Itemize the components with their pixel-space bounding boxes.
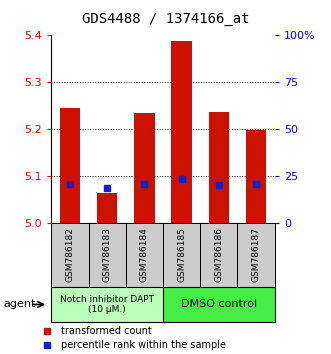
- Text: GSM786184: GSM786184: [140, 227, 149, 282]
- Text: GSM786182: GSM786182: [66, 227, 74, 282]
- Bar: [237, 223, 275, 287]
- Bar: [126, 223, 163, 287]
- Bar: [200, 223, 237, 287]
- Bar: [134, 113, 155, 223]
- Bar: [60, 108, 80, 223]
- Bar: [51, 287, 163, 322]
- Text: GDS4488 / 1374166_at: GDS4488 / 1374166_at: [82, 12, 249, 27]
- Bar: [51, 223, 88, 287]
- Text: GSM786185: GSM786185: [177, 227, 186, 282]
- Text: transformed count: transformed count: [62, 326, 152, 336]
- Text: agent: agent: [3, 299, 36, 309]
- Bar: [163, 287, 275, 322]
- Bar: [209, 112, 229, 223]
- Text: GSM786183: GSM786183: [103, 227, 112, 282]
- Bar: [246, 130, 266, 223]
- Text: percentile rank within the sample: percentile rank within the sample: [62, 340, 226, 350]
- Text: DMSO control: DMSO control: [181, 299, 257, 309]
- Bar: [171, 41, 192, 223]
- Text: Notch inhibitor DAPT
(10 μM.): Notch inhibitor DAPT (10 μM.): [60, 295, 154, 314]
- Text: GSM786187: GSM786187: [252, 227, 260, 282]
- Bar: [163, 223, 200, 287]
- Bar: [88, 223, 126, 287]
- Bar: [97, 194, 118, 223]
- Text: GSM786186: GSM786186: [214, 227, 223, 282]
